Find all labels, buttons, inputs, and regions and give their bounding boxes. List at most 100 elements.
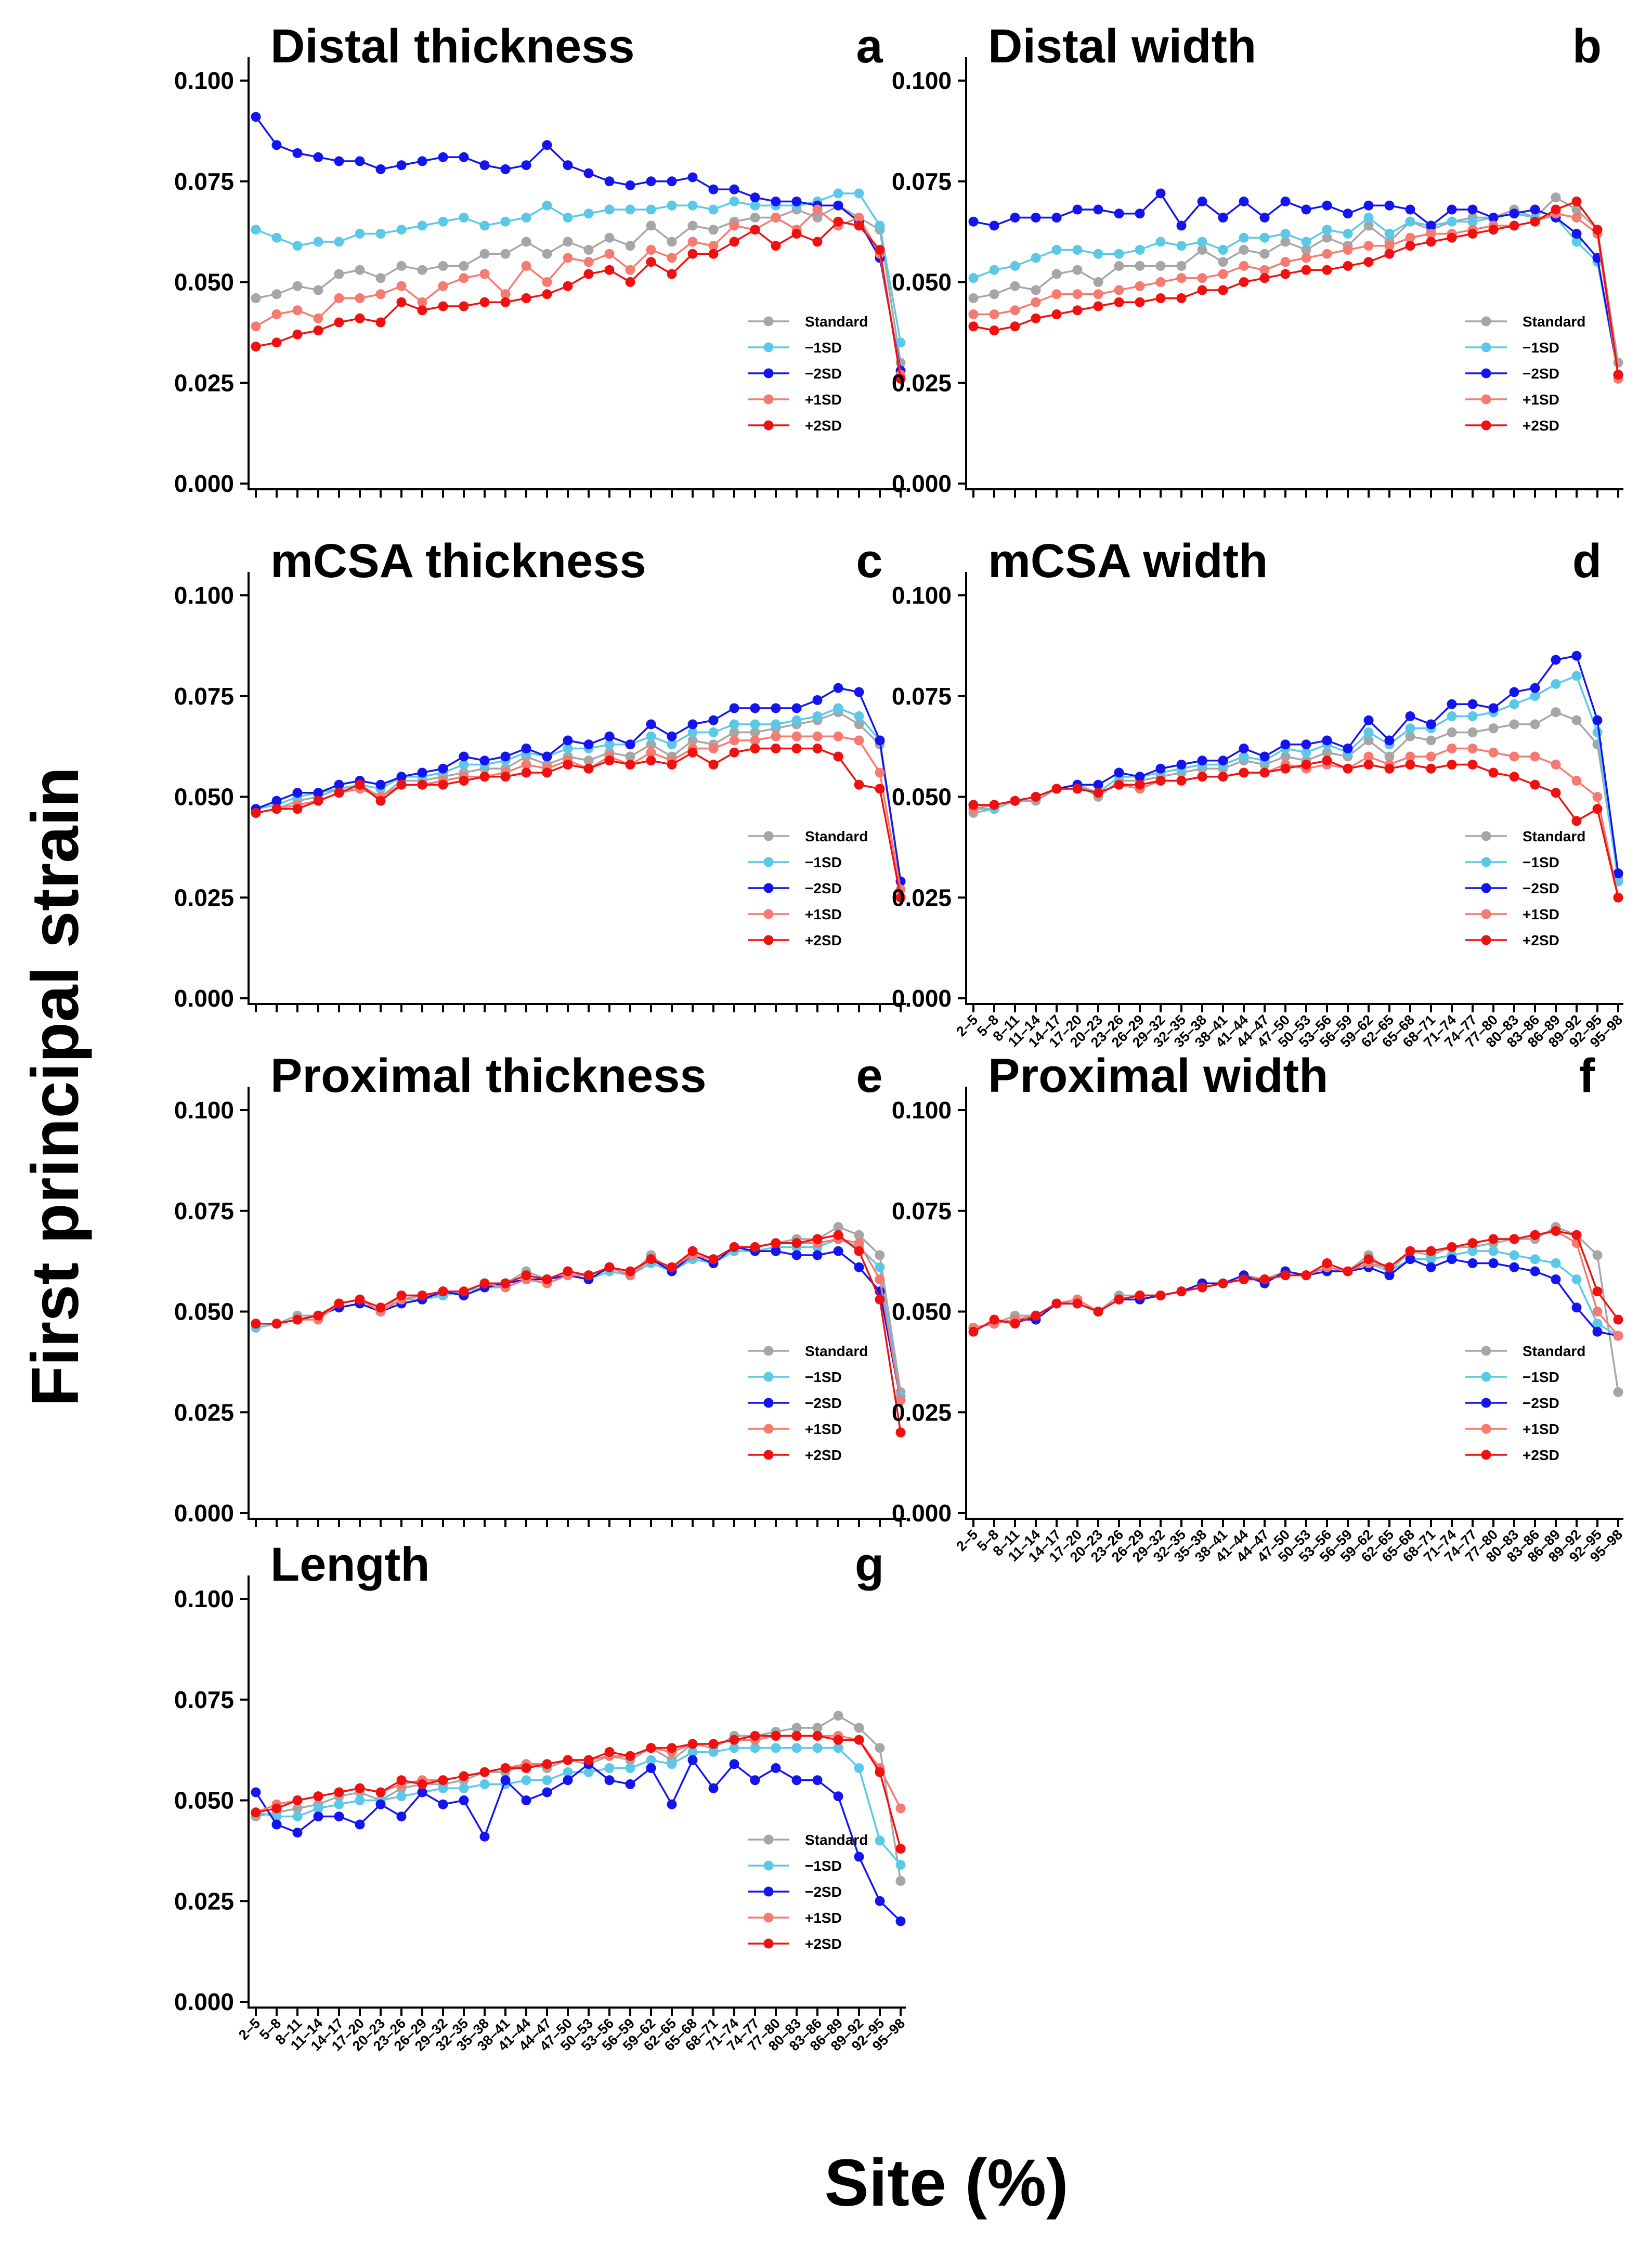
- legend-point: [763, 1938, 774, 1949]
- data-point: [750, 735, 760, 746]
- data-point: [1509, 209, 1519, 219]
- y-tick-label: 0.000: [174, 1988, 234, 2015]
- data-point: [542, 1274, 552, 1284]
- data-point: [1426, 735, 1436, 746]
- data-point: [708, 1254, 719, 1265]
- data-point: [1197, 1282, 1207, 1293]
- data-point: [729, 1759, 739, 1769]
- y-tick-label: 0.025: [892, 369, 952, 396]
- legend-point: [763, 342, 774, 353]
- data-point: [604, 176, 615, 187]
- y-tick-label: 0.025: [174, 884, 234, 911]
- data-point: [271, 232, 282, 243]
- data-point: [895, 892, 906, 903]
- data-point: [1343, 245, 1353, 255]
- data-point: [968, 309, 979, 319]
- data-point: [729, 1242, 739, 1252]
- y-tick-label: 0.025: [174, 1399, 234, 1426]
- y-tick-label: 0.000: [892, 470, 952, 497]
- y-tick-label: 0.050: [892, 269, 952, 296]
- series-line: [255, 707, 902, 882]
- data-point: [1176, 261, 1187, 271]
- data-point: [667, 200, 677, 211]
- data-point: [646, 719, 656, 729]
- y-tick-label: 0.000: [174, 985, 234, 1012]
- data-point: [1467, 699, 1478, 709]
- data-point: [438, 216, 448, 227]
- data-point: [1509, 719, 1519, 729]
- data-point: [1114, 779, 1124, 790]
- data-point: [833, 1743, 843, 1753]
- legend-point: [763, 316, 774, 327]
- data-point: [1301, 1270, 1311, 1281]
- data-point: [604, 1763, 615, 1773]
- y-tick-label: 0.025: [892, 1399, 952, 1426]
- data-point: [1218, 269, 1228, 279]
- data-point: [417, 1787, 427, 1797]
- data-point: [313, 1803, 323, 1814]
- data-point: [646, 739, 656, 750]
- data-point: [334, 317, 344, 328]
- data-point: [750, 1743, 760, 1753]
- data-point: [542, 200, 552, 211]
- data-point: [313, 1310, 323, 1321]
- data-point: [438, 763, 448, 774]
- panel-f: 0.0000.0250.0500.0750.1002–55–88–1111–14…: [892, 1049, 1625, 1565]
- y-tick-label: 0.000: [174, 1500, 234, 1527]
- panel-b: 0.000 0.025 0.050 0.075 0.100 Distal width b St…: [892, 20, 1623, 498]
- data-point: [1010, 213, 1020, 223]
- data-point: [292, 788, 303, 798]
- legend-label: Standard: [1523, 828, 1585, 844]
- data-point: [771, 213, 781, 223]
- data-point: [1426, 220, 1436, 231]
- data-point: [1114, 1294, 1124, 1305]
- data-point: [1114, 297, 1124, 307]
- data-point: [895, 337, 906, 348]
- panel-letter: b: [1572, 20, 1602, 73]
- data-point: [1467, 727, 1478, 737]
- data-point: [708, 1783, 719, 1793]
- data-point: [833, 751, 843, 762]
- data-point: [1551, 707, 1561, 718]
- panel-title: Length: [270, 1538, 430, 1591]
- data-point: [251, 808, 261, 818]
- data-point: [854, 1723, 864, 1733]
- data-point: [812, 711, 823, 721]
- legend-label: Standard: [805, 828, 868, 844]
- data-point: [1447, 1242, 1457, 1252]
- data-point: [1010, 796, 1020, 806]
- legend-point: [763, 883, 774, 893]
- data-point: [271, 804, 282, 814]
- data-point: [1384, 735, 1395, 746]
- legend-point: [1481, 857, 1491, 867]
- data-point: [667, 760, 677, 770]
- data-point: [1530, 683, 1540, 693]
- data-point: [729, 719, 739, 729]
- data-point: [708, 1747, 719, 1757]
- legend-point: [1481, 909, 1491, 919]
- data-point: [334, 293, 344, 303]
- data-point: [479, 755, 490, 766]
- data-point: [1363, 213, 1374, 223]
- data-point: [1072, 305, 1083, 316]
- data-point: [625, 760, 635, 770]
- data-point: [1322, 747, 1332, 758]
- data-point: [1176, 241, 1187, 251]
- data-point: [1530, 691, 1540, 701]
- panel-letter: c: [856, 535, 882, 588]
- data-point: [1280, 269, 1291, 279]
- data-point: [521, 160, 531, 171]
- data-point: [1447, 711, 1457, 721]
- data-point: [1343, 229, 1353, 239]
- legend-label: +2SD: [1523, 932, 1559, 948]
- legend-label: −1SD: [805, 1858, 842, 1874]
- data-point: [375, 273, 386, 283]
- data-point: [1197, 245, 1207, 255]
- data-point: [417, 767, 427, 778]
- data-point: [417, 297, 427, 307]
- legend-label: Standard: [1523, 1343, 1585, 1359]
- data-point: [563, 253, 573, 263]
- data-point: [1571, 650, 1582, 661]
- y-tick-label: 0.000: [892, 1500, 952, 1527]
- y-tick-label: 0.050: [892, 784, 952, 811]
